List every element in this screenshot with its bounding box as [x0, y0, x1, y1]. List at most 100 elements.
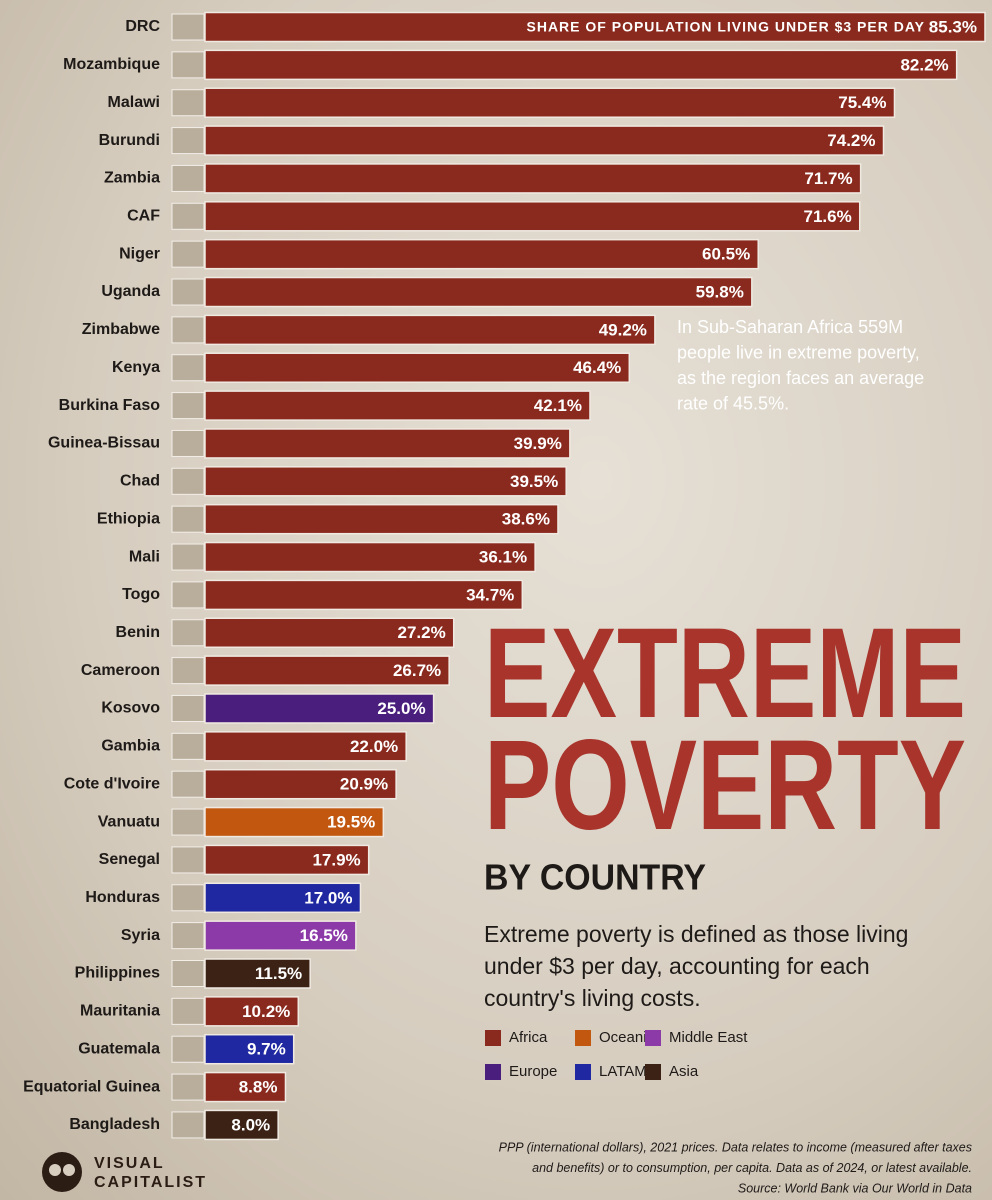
value-label: 71.6% — [804, 207, 852, 226]
flag — [171, 51, 205, 79]
flag — [171, 619, 205, 647]
bar — [204, 844, 370, 876]
bar — [204, 428, 571, 459]
annotation: rate of 45.5%. — [677, 393, 789, 413]
legend-label: Middle East — [669, 1029, 748, 1046]
chart-subtitle: BY COUNTRY — [484, 857, 706, 898]
legend-swatch — [575, 1030, 591, 1046]
annotation: people live in extreme poverty, — [677, 342, 920, 362]
source-note: Source: World Bank via Our World in Data — [738, 1181, 972, 1195]
bar — [204, 125, 885, 156]
bar — [204, 314, 656, 346]
value-label: 16.5% — [300, 926, 348, 945]
flag — [171, 13, 205, 41]
bar — [204, 163, 862, 194]
bar — [204, 1033, 295, 1065]
flag — [171, 467, 205, 495]
bar — [204, 882, 362, 914]
category-label: Syria — [121, 927, 160, 944]
flag — [171, 997, 205, 1025]
bar — [204, 49, 958, 81]
legend-swatch — [645, 1064, 661, 1080]
value-label: 34.7% — [466, 585, 514, 604]
flag — [171, 316, 205, 344]
flag — [171, 127, 205, 155]
legend-swatch — [485, 1064, 501, 1080]
flag — [171, 1111, 205, 1139]
category-label: CAF — [127, 208, 160, 225]
flag — [171, 429, 205, 457]
category-label: Guinea-Bissau — [48, 435, 160, 452]
flag — [171, 354, 205, 382]
flag — [171, 581, 205, 609]
value-label: 27.2% — [398, 623, 446, 642]
flag — [171, 202, 205, 230]
flag — [171, 846, 205, 874]
flag — [171, 884, 205, 912]
bar — [204, 390, 591, 421]
bar — [204, 617, 455, 649]
category-label: Burundi — [99, 132, 160, 149]
category-label: Ethiopia — [97, 510, 160, 527]
category-label: Zambia — [104, 170, 160, 187]
bar — [204, 1071, 287, 1103]
category-label: Benin — [116, 624, 160, 641]
flag — [171, 278, 205, 306]
value-label: 38.6% — [502, 510, 550, 529]
bar — [204, 579, 524, 611]
legend-swatch — [645, 1030, 661, 1046]
flag — [171, 770, 205, 798]
value-label: 19.5% — [327, 813, 375, 832]
flag — [171, 960, 205, 987]
category-label: Togo — [122, 586, 160, 603]
category-label: DRC — [125, 18, 160, 35]
bar — [204, 238, 759, 270]
value-label: 39.9% — [514, 434, 562, 453]
category-label: Gambia — [101, 738, 160, 755]
category-label: Philippines — [75, 965, 160, 982]
value-label: 10.2% — [242, 1002, 290, 1021]
value-label: 8.0% — [231, 1115, 270, 1134]
flag — [171, 543, 205, 571]
legend-swatch — [485, 1030, 501, 1046]
flag — [171, 392, 205, 420]
value-label: 36.1% — [479, 548, 527, 567]
description: under $3 per day, accounting for each — [484, 953, 870, 979]
annotation: In Sub-Saharan Africa 559M — [677, 317, 903, 337]
bar — [204, 352, 631, 383]
logo-icon — [63, 1164, 75, 1176]
category-label: Malawi — [108, 94, 160, 111]
category-label: Kenya — [112, 359, 160, 376]
description: country's living costs. — [484, 985, 701, 1011]
value-label: 8.8% — [239, 1078, 278, 1097]
flag — [171, 1073, 205, 1101]
bar — [204, 87, 896, 118]
category-label: Chad — [120, 473, 160, 490]
value-label: 39.5% — [510, 472, 558, 491]
logo-text: VISUAL — [94, 1155, 165, 1172]
legend-label: Asia — [669, 1063, 699, 1080]
legend-label: Africa — [509, 1029, 548, 1046]
category-label: Uganda — [101, 283, 160, 300]
bar — [204, 693, 435, 724]
bar — [204, 11, 986, 43]
legend-swatch — [575, 1064, 591, 1080]
value-label: 60.5% — [702, 245, 750, 264]
category-label: Burkina Faso — [59, 397, 161, 414]
logo-icon — [42, 1152, 82, 1192]
flag — [171, 1035, 205, 1063]
annotation: as the region faces an average — [677, 368, 924, 388]
category-label: Guatemala — [78, 1040, 160, 1057]
legend-label: Europe — [509, 1063, 557, 1080]
value-label: 59.8% — [696, 283, 744, 302]
value-label: 46.4% — [573, 358, 621, 377]
logo-text: CAPITALIST — [94, 1174, 207, 1191]
flag — [171, 922, 205, 950]
category-label: Equatorial Guinea — [23, 1078, 160, 1095]
category-label: Cameroon — [81, 662, 160, 679]
category-label: Senegal — [99, 851, 160, 868]
category-label: Zimbabwe — [82, 321, 160, 338]
value-label: 42.1% — [534, 396, 582, 415]
bar — [204, 920, 357, 951]
